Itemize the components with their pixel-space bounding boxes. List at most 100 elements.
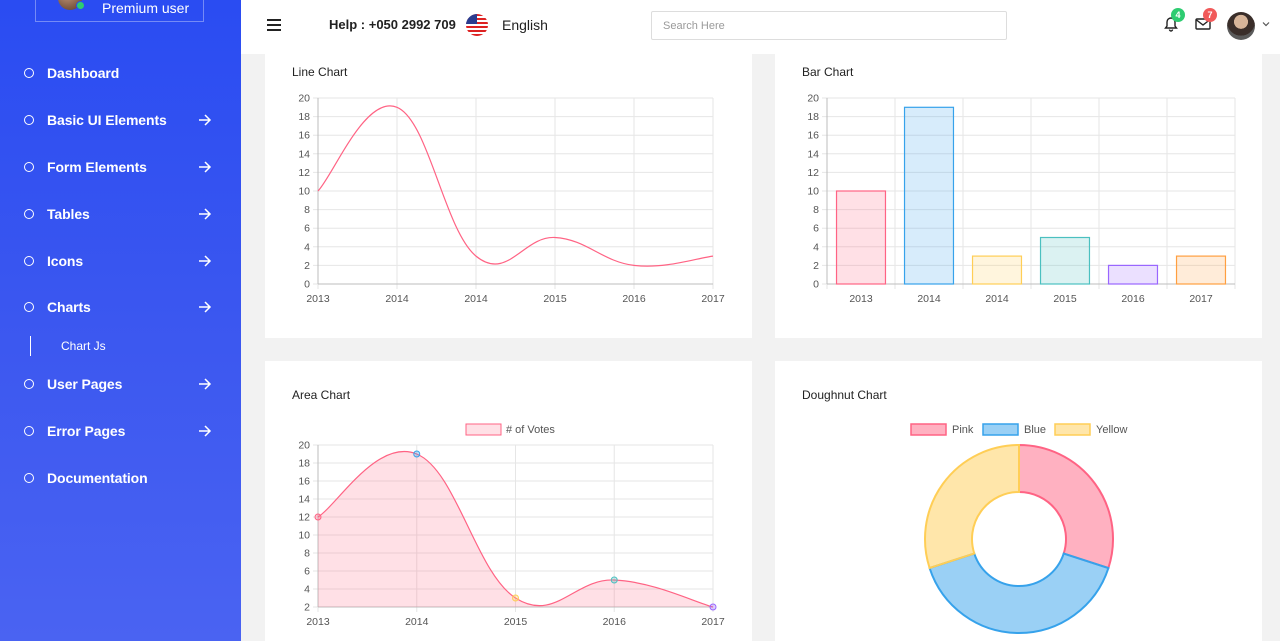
sidebar: Premium user Dashboard Basic UI Elements…	[0, 0, 241, 641]
sidebar-item-tables[interactable]: Tables	[0, 199, 241, 229]
line-chart-card: Line Chart 20 18 16 14 12 10 8 6 4 2 0 2013 2014 2014…	[265, 54, 752, 338]
messages-badge: 7	[1203, 8, 1217, 22]
data-point	[709, 603, 717, 611]
y-tick-label: 2	[304, 260, 310, 272]
profile-box[interactable]: Premium user	[35, 0, 204, 22]
language-selector[interactable]: English	[502, 17, 548, 33]
x-tick-label: 2013	[306, 616, 330, 628]
data-point	[314, 513, 322, 521]
circle-icon	[24, 256, 34, 266]
sidebar-item-label: Form Elements	[47, 159, 147, 175]
y-tick-label: 16	[298, 476, 310, 488]
y-tick-label: 4	[304, 584, 310, 596]
notifications-button[interactable]: 4	[1163, 8, 1185, 32]
x-tick-label: 2016	[1121, 293, 1145, 305]
legend-label: Blue	[1024, 424, 1046, 436]
sidebar-item-label: Tables	[47, 206, 90, 222]
legend-swatch	[982, 423, 1019, 436]
search-input[interactable]	[651, 11, 1007, 40]
bar	[1039, 236, 1091, 285]
y-tick-label: 12	[807, 167, 819, 179]
sidebar-item-dashboard[interactable]: Dashboard	[0, 58, 241, 88]
bar	[1175, 255, 1227, 285]
sidebar-item-label: Dashboard	[47, 65, 120, 81]
x-tick-label: 2014	[405, 616, 429, 628]
doughnut-slice	[924, 443, 1020, 570]
chevron-down-icon[interactable]	[1262, 20, 1270, 28]
y-tick-label: 14	[298, 148, 310, 160]
card-title: Line Chart	[292, 65, 348, 79]
data-point	[413, 450, 421, 458]
card-title: Area Chart	[292, 388, 351, 402]
user-avatar[interactable]	[1227, 12, 1255, 40]
legend-swatch	[465, 423, 502, 436]
circle-icon	[24, 209, 34, 219]
y-tick-label: 4	[813, 241, 819, 253]
y-tick-label: 20	[807, 93, 819, 105]
y-tick-label: 8	[813, 204, 819, 216]
arrow-right-icon	[199, 255, 212, 267]
arrow-right-icon	[199, 378, 212, 390]
x-tick-label: 2014	[985, 293, 1009, 305]
circle-icon	[24, 68, 34, 78]
chart-grid	[313, 444, 714, 612]
legend-swatch	[910, 423, 947, 436]
bar-chart-card: Bar Chart 20 18 16 14 12 10 8 6 4 2 0 2013 2014 2014 2…	[775, 54, 1262, 338]
y-tick-label: 20	[298, 93, 310, 105]
chart-grid	[822, 97, 1236, 289]
sidebar-item-error-pages[interactable]: Error Pages	[0, 416, 241, 446]
y-tick-label: 16	[807, 130, 819, 142]
sidebar-item-icons[interactable]: Icons	[0, 246, 241, 276]
x-tick-label: 2017	[1189, 293, 1213, 305]
y-tick-label: 18	[807, 111, 819, 123]
y-tick-label: 12	[298, 167, 310, 179]
arrow-right-icon	[199, 114, 212, 126]
circle-icon	[24, 302, 34, 312]
y-tick-label: 2	[304, 602, 310, 614]
menu-toggle-icon[interactable]	[267, 19, 281, 31]
y-tick-label: 6	[304, 223, 310, 235]
arrow-right-icon	[199, 208, 212, 220]
online-status-icon	[76, 1, 85, 10]
legend-label: Yellow	[1096, 424, 1127, 436]
sidebar-item-charts[interactable]: Charts	[0, 292, 241, 322]
bar	[835, 190, 887, 285]
sidebar-subitem-chart-js[interactable]: Chart Js	[30, 336, 106, 356]
area-chart: # of Votes 20 18 16 14 12 10 8 6 4 2 2013 2014 2015 20…	[298, 423, 725, 628]
bar	[1107, 264, 1159, 285]
x-tick-label: 2014	[917, 293, 941, 305]
us-flag-icon[interactable]	[466, 14, 488, 36]
doughnut-chart: Pink Blue Yellow	[910, 423, 1127, 634]
x-tick-label: 2014	[385, 293, 409, 305]
y-tick-label: 0	[304, 279, 310, 291]
x-tick-label: 2015	[1053, 293, 1077, 305]
y-tick-label: 10	[298, 186, 310, 198]
y-tick-label: 6	[304, 566, 310, 578]
y-tick-label: 2	[813, 260, 819, 272]
y-tick-label: 12	[298, 512, 310, 524]
sidebar-item-form-elements[interactable]: Form Elements	[0, 152, 241, 182]
sidebar-item-label: Basic UI Elements	[47, 112, 167, 128]
circle-icon	[24, 115, 34, 125]
sidebar-item-label: User Pages	[47, 376, 123, 392]
legend-label: Pink	[952, 424, 974, 436]
y-tick-label: 8	[304, 204, 310, 216]
doughnut-slice	[928, 552, 1110, 634]
messages-button[interactable]: 7	[1195, 8, 1217, 32]
card-title: Doughnut Chart	[802, 388, 887, 402]
profile-avatar[interactable]	[58, 0, 85, 10]
y-tick-label: 14	[298, 494, 310, 506]
doughnut-slice	[1018, 443, 1114, 570]
y-tick-label: 10	[298, 530, 310, 542]
legend-swatch	[1054, 423, 1091, 436]
y-tick-label: 16	[298, 130, 310, 142]
sidebar-item-label: Error Pages	[47, 423, 126, 439]
x-tick-label: 2014	[464, 293, 488, 305]
arrow-right-icon	[199, 161, 212, 173]
sidebar-item-user-pages[interactable]: User Pages	[0, 369, 241, 399]
doughnut-chart-card: Doughnut Chart Pink Blue Yellow	[775, 361, 1262, 641]
sidebar-item-basic-ui[interactable]: Basic UI Elements	[0, 105, 241, 135]
sidebar-item-documentation[interactable]: Documentation	[0, 463, 241, 493]
bar	[903, 106, 955, 285]
